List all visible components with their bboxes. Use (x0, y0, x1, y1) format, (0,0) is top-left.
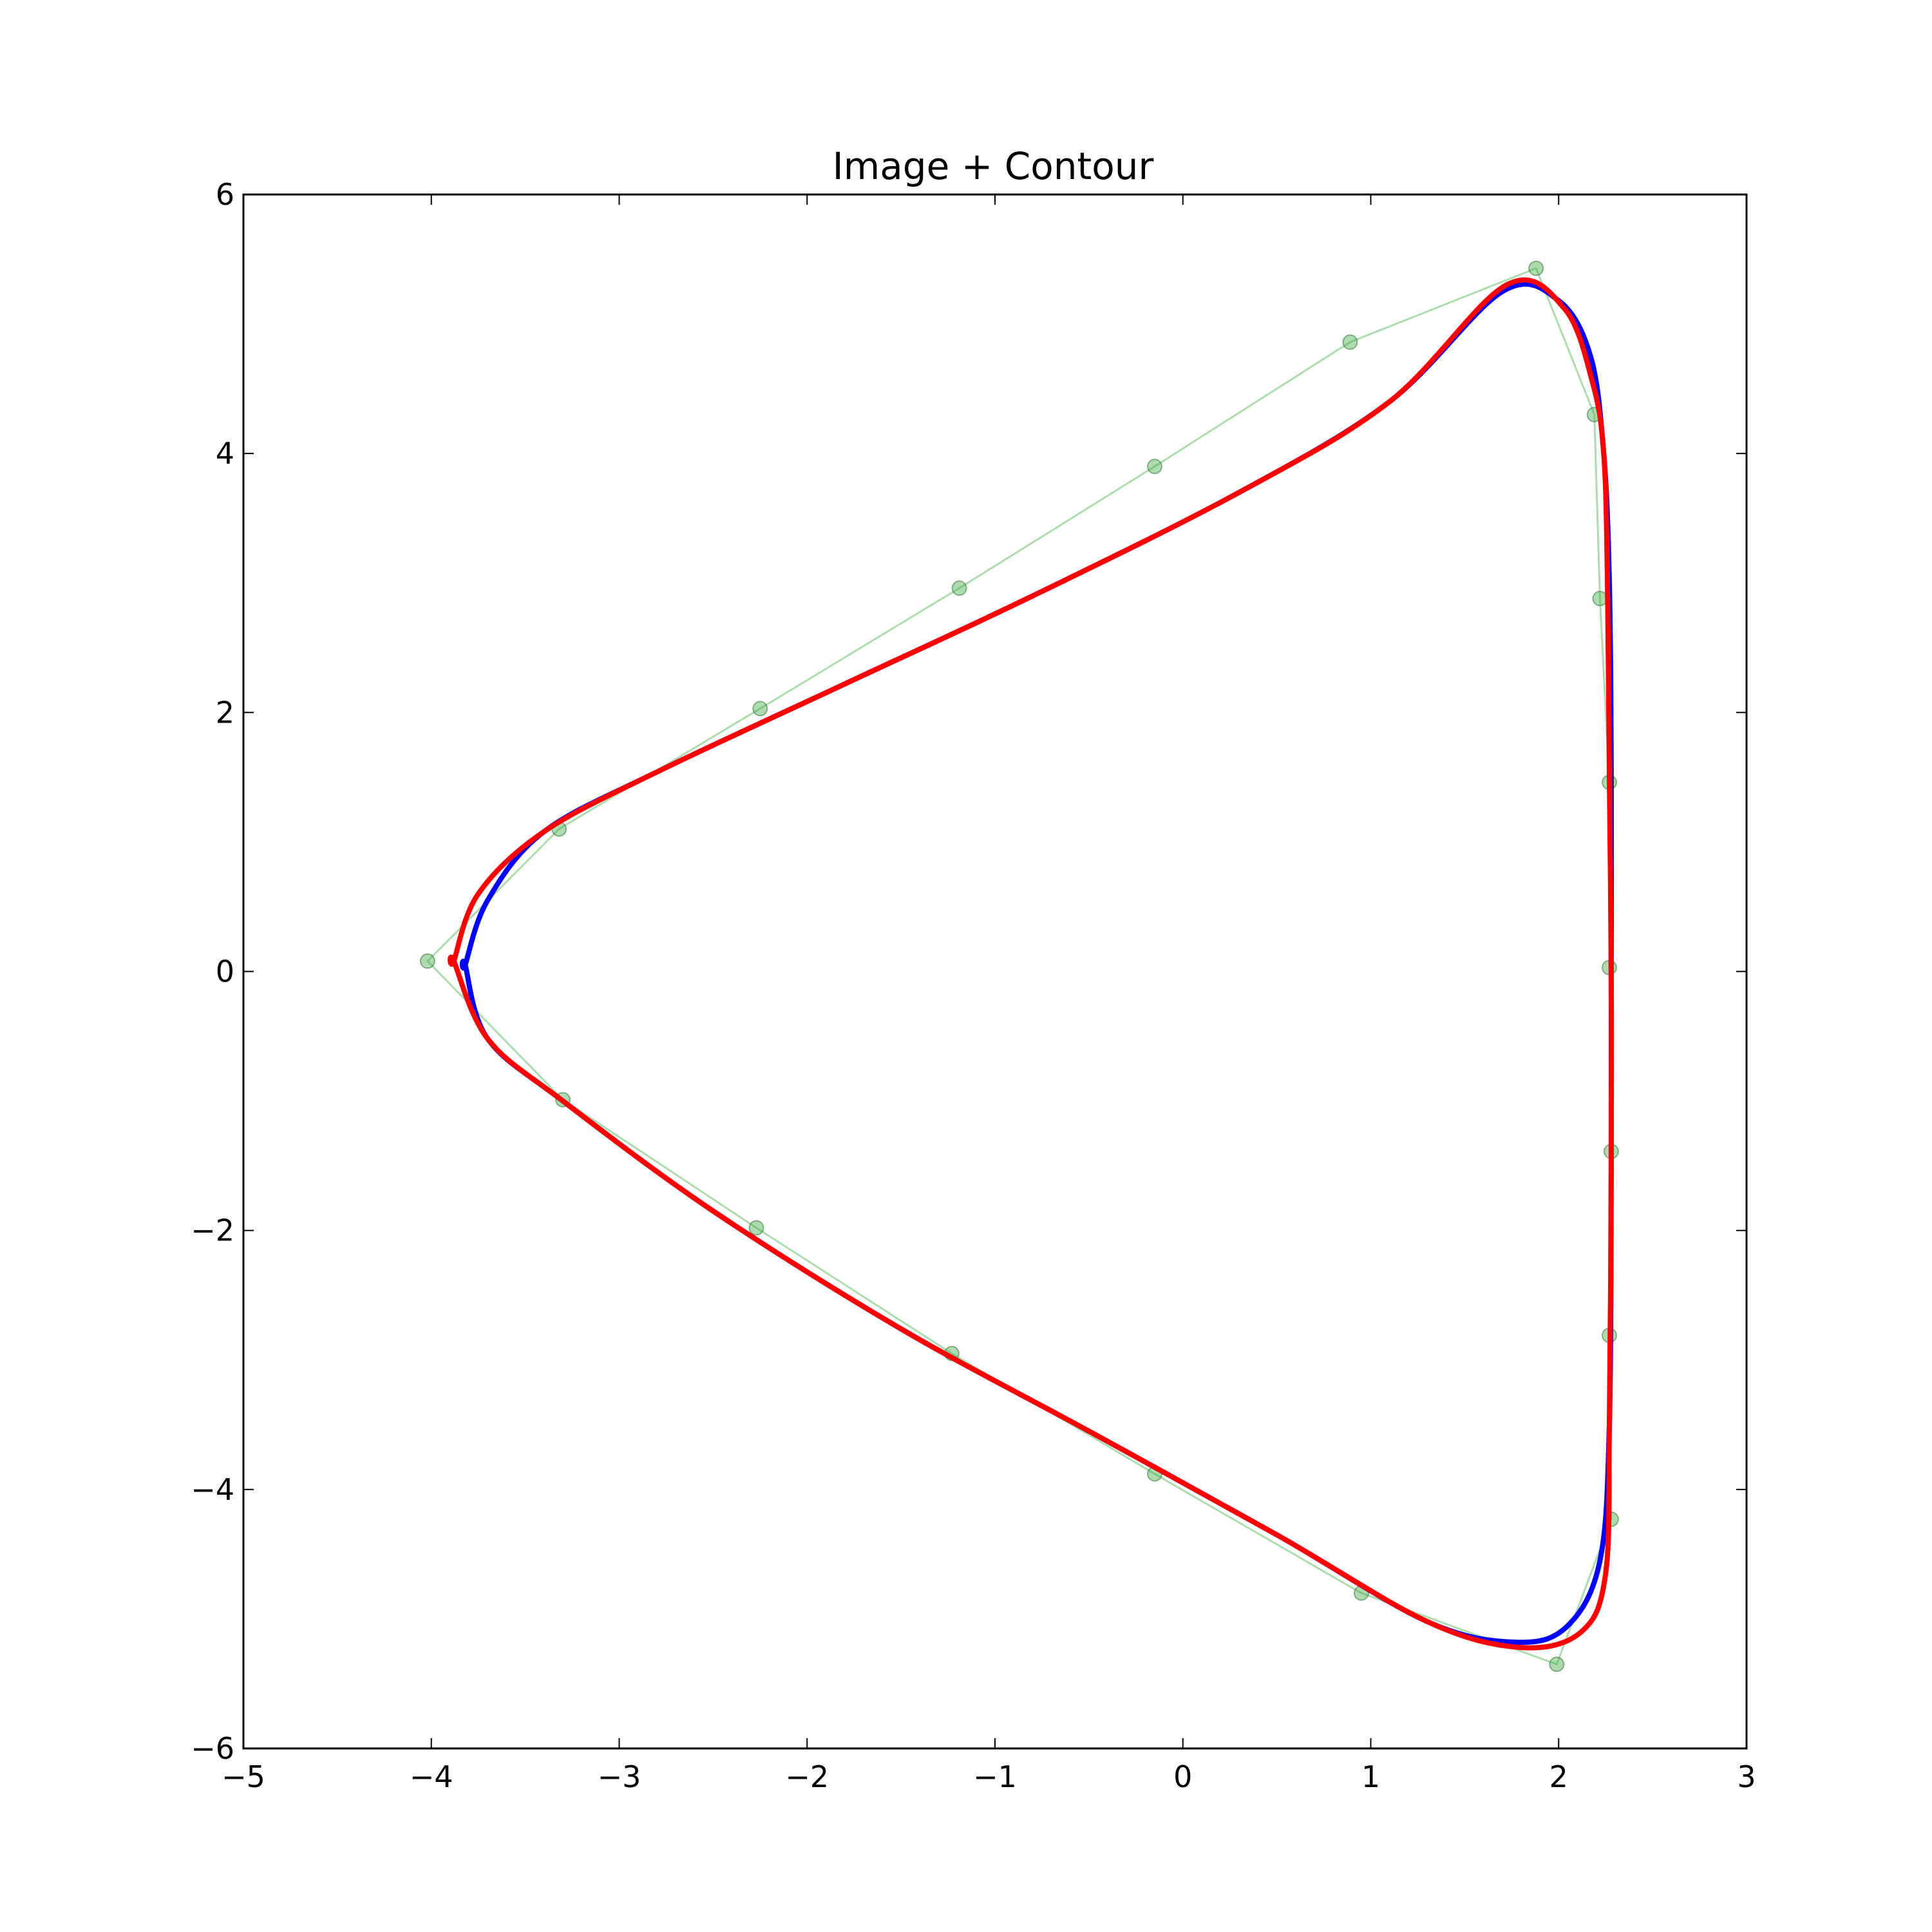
y-tick-label: 6 (216, 177, 234, 212)
x-tick-label: 0 (1173, 1759, 1192, 1794)
control-point (1342, 334, 1358, 350)
contour-line-red (448, 277, 1615, 1651)
control-point (752, 701, 768, 717)
plot-area (419, 260, 1619, 1672)
control-point (1147, 459, 1162, 475)
control-point (1592, 591, 1608, 607)
y-tick-label: −6 (191, 1731, 234, 1766)
y-tick-label: 4 (216, 436, 234, 471)
control-point (1528, 260, 1544, 276)
x-tick-label: −5 (222, 1759, 265, 1794)
y-tick-label: −2 (191, 1213, 234, 1248)
x-tick-label: −4 (410, 1759, 453, 1794)
x-tick-label: 3 (1737, 1759, 1756, 1794)
y-tick-label: 0 (216, 954, 234, 989)
control-point (748, 1220, 764, 1236)
y-tick-label: −4 (191, 1472, 234, 1507)
control-point (419, 953, 435, 969)
control-point (951, 580, 967, 596)
x-tick-label: 1 (1361, 1759, 1380, 1794)
x-tick-label: −3 (598, 1759, 641, 1794)
y-tick-label: 2 (216, 695, 234, 730)
control-point (1549, 1656, 1565, 1672)
x-tick-label: −2 (785, 1759, 829, 1794)
chart-title: Image + Contour (833, 144, 1154, 188)
axes: −5 −4 −3 −2 −1 0 1 2 3 −6 −4 −2 0 2 4 6 (191, 177, 1756, 1794)
x-tick-label: 2 (1549, 1759, 1568, 1794)
x-tick-label: −1 (973, 1759, 1017, 1794)
